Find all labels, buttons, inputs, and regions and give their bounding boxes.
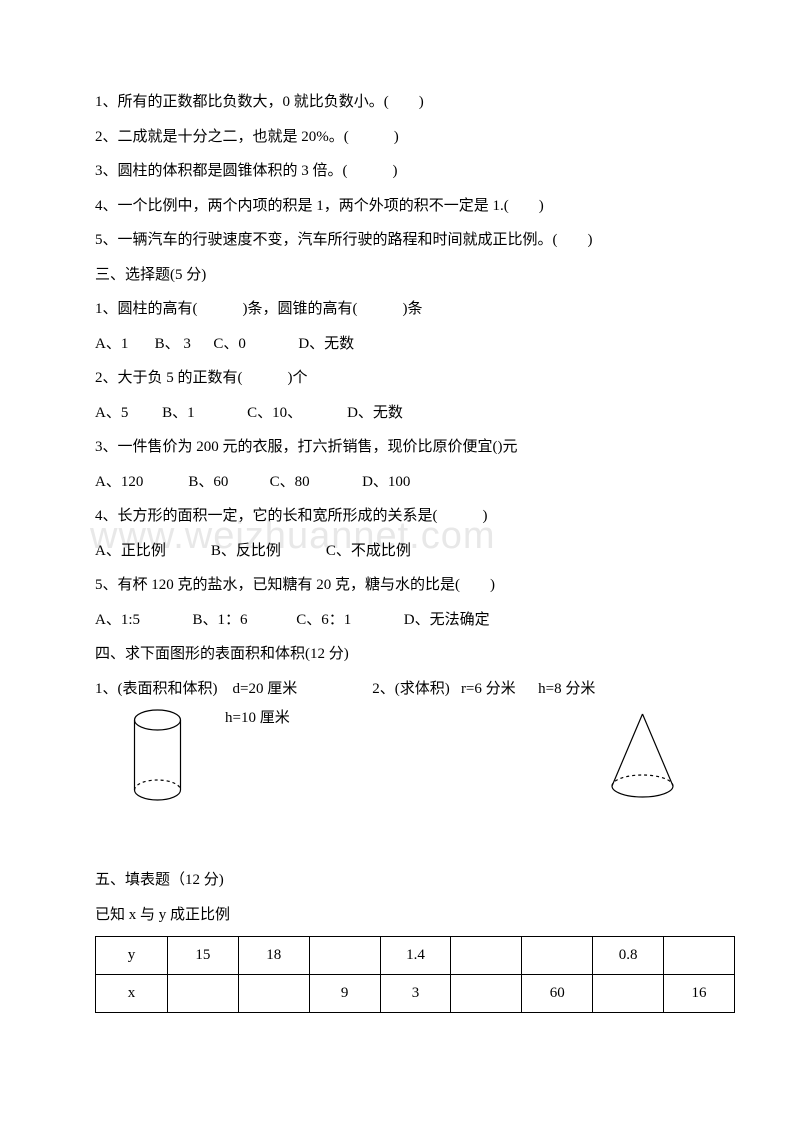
table-cell [451, 937, 522, 975]
choice-q4-opts: A、正比例 B、反比例 C、不成比例 [95, 534, 705, 569]
choice-q4: 4、长方形的面积一定，它的长和宽所形成的关系是( ) [95, 499, 705, 534]
cylinder-block: h=10 厘米 [130, 708, 290, 803]
choice-q2: 2、大于负 5 的正数有( )个 [95, 361, 705, 396]
table-cell: 1.4 [380, 937, 451, 975]
table-cell: 60 [522, 975, 593, 1013]
table-cell [593, 975, 664, 1013]
choice-q1-opts: A、1 B、 3 C、0 D、无数 [95, 327, 705, 362]
table-cell [167, 975, 238, 1013]
table-cell [309, 937, 380, 975]
cylinder-icon [130, 708, 185, 803]
section-4-title: 四、求下面图形的表面积和体积(12 分) [95, 637, 705, 672]
table-row: x 9 3 60 16 [96, 975, 735, 1013]
choice-q3-opts: A、120 B、60 C、80 D、100 [95, 465, 705, 500]
cone-block [605, 708, 680, 808]
choice-q1: 1、圆柱的高有( )条，圆锥的高有( )条 [95, 292, 705, 327]
choice-q5: 5、有杯 120 克的盐水，已知糖有 20 克，糖与水的比是( ) [95, 568, 705, 603]
page-content: 1、所有的正数都比负数大，0 就比负数小。( ) 2、二成就是十分之二，也就是 … [95, 85, 705, 1013]
table-header-y: y [96, 937, 168, 975]
table-cell [451, 975, 522, 1013]
choice-q2-opts: A、5 B、1 C、10、 D、无数 [95, 396, 705, 431]
proportion-table: y 15 18 1.4 0.8 x 9 3 60 16 [95, 936, 735, 1013]
cone-icon [605, 708, 680, 803]
choice-q3: 3、一件售价为 200 元的衣服，打六折销售，现价比原价便宜()元 [95, 430, 705, 465]
section-3-title: 三、选择题(5 分) [95, 258, 705, 293]
table-cell: 18 [238, 937, 309, 975]
table-cell: 15 [167, 937, 238, 975]
section-5-subtitle: 已知 x 与 y 成正比例 [95, 898, 705, 933]
choice-q5-opts: A、1:5 B、1：6 C、6：1 D、无法确定 [95, 603, 705, 638]
table-header-x: x [96, 975, 168, 1013]
judgment-item-3: 3、圆柱的体积都是圆锥体积的 3 倍。( ) [95, 154, 705, 189]
judgment-item-1: 1、所有的正数都比负数大，0 就比负数小。( ) [95, 85, 705, 120]
judgment-item-5: 5、一辆汽车的行驶速度不变，汽车所行驶的路程和时间就成正比例。( ) [95, 223, 705, 258]
table-cell: 0.8 [593, 937, 664, 975]
cylinder-h-label: h=10 厘米 [225, 706, 290, 727]
table-row: y 15 18 1.4 0.8 [96, 937, 735, 975]
section-4-line: 1、(表面积和体积) d=20 厘米 2、(求体积) r=6 分米 h=8 分米 [95, 672, 705, 707]
table-cell [238, 975, 309, 1013]
judgment-item-4: 4、一个比例中，两个内项的积是 1，两个外项的积不一定是 1.( ) [95, 189, 705, 224]
shapes-row: h=10 厘米 [95, 708, 705, 808]
section-5-title: 五、填表题（12 分) [95, 863, 705, 898]
table-cell: 3 [380, 975, 451, 1013]
judgment-item-2: 2、二成就是十分之二，也就是 20%。( ) [95, 120, 705, 155]
table-cell [522, 937, 593, 975]
table-cell: 16 [664, 975, 735, 1013]
table-cell: 9 [309, 975, 380, 1013]
table-cell [664, 937, 735, 975]
